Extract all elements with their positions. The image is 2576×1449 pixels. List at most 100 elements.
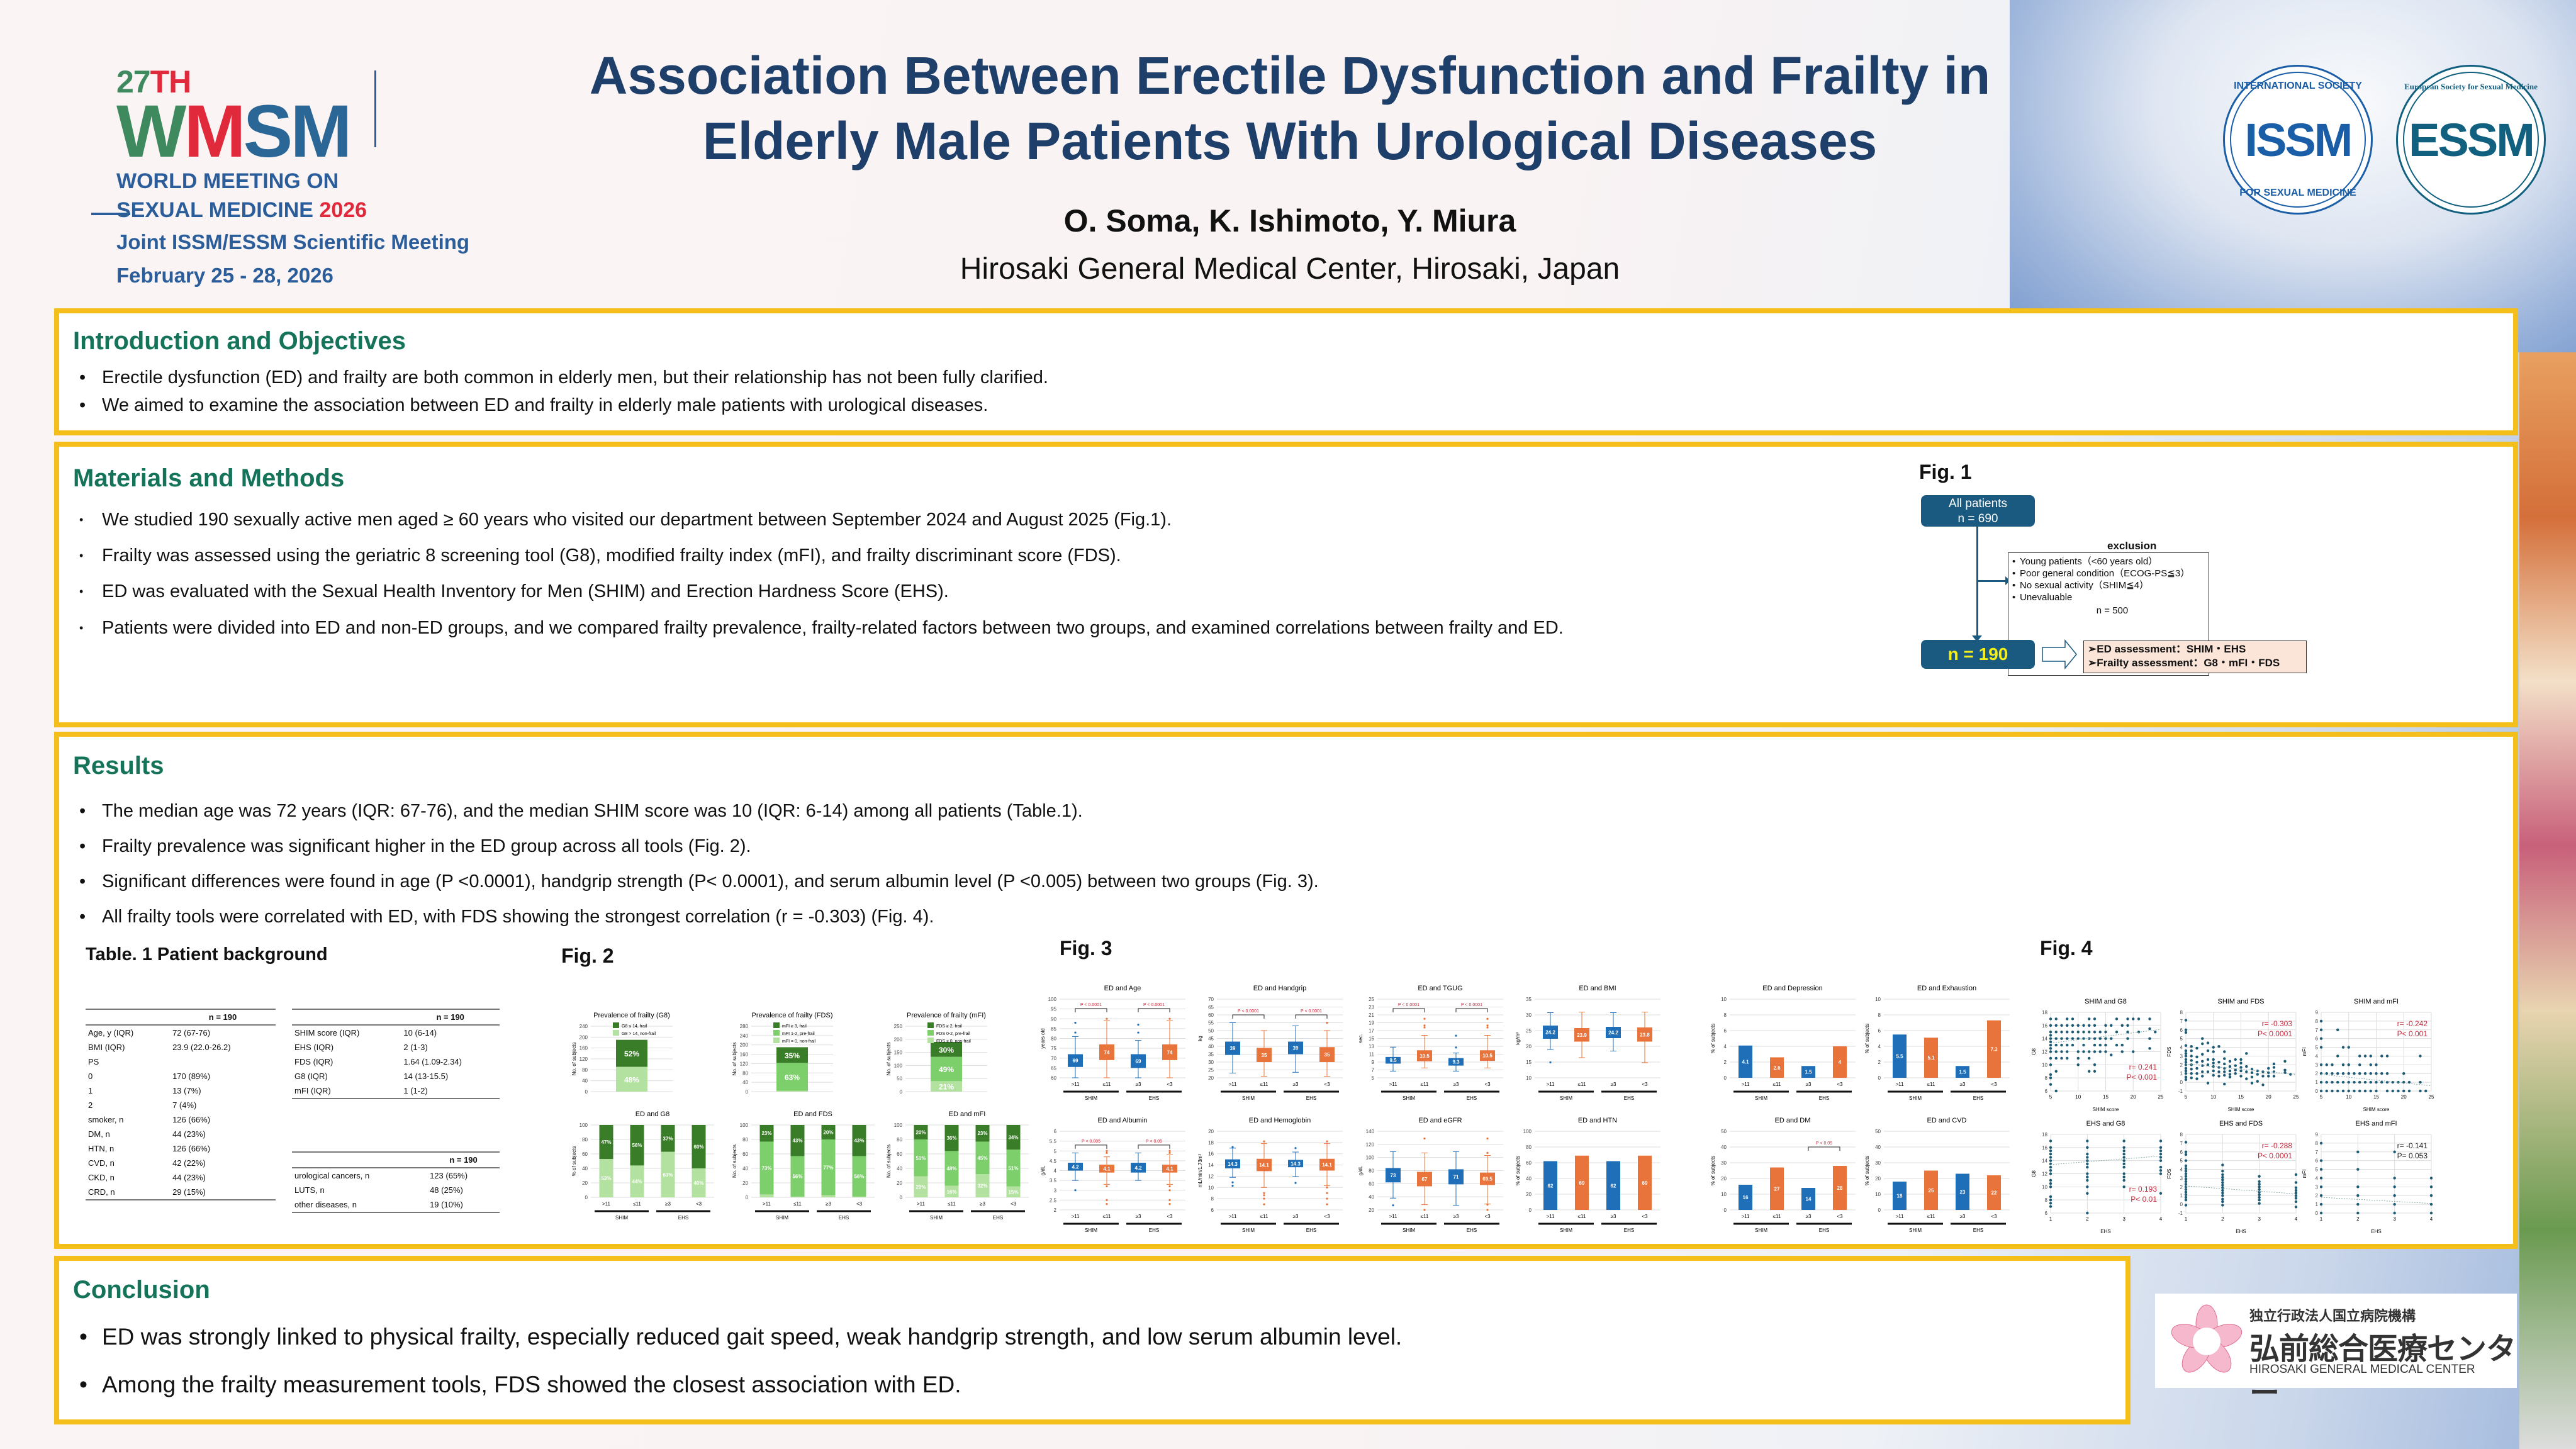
authors: O. Soma, K. Ishimoto, Y. Miura <box>1063 203 1516 238</box>
bar <box>1801 1188 1815 1210</box>
legend-label: FDS ≤ 0, non-frail <box>936 1039 971 1044</box>
y-tick-label: 0 <box>585 1089 588 1095</box>
y-axis-label: kg/m² <box>1515 1032 1521 1044</box>
scatter-point <box>2245 1052 2248 1055</box>
x-tick-label: <3 <box>1642 1214 1648 1219</box>
table-value: 170 (89%) <box>172 1071 211 1081</box>
bar <box>1987 1020 2001 1078</box>
scatter-point <box>2221 1173 2224 1177</box>
fig3-label: Fig. 3 <box>1060 937 1112 959</box>
scatter-point <box>2419 1080 2422 1084</box>
scatter-point <box>2195 1060 2198 1064</box>
outlier-point <box>1106 1185 1108 1188</box>
scatter-point <box>2104 1024 2107 1027</box>
y-tick-label: 3 <box>2316 1062 2319 1068</box>
methods-panel: Materials and Methods We studied 190 sex… <box>54 442 2518 727</box>
meeting-name: Joint ISSM/ESSM Scientific Meeting <box>116 230 470 254</box>
y-tick-label: 6 <box>2045 1211 2048 1216</box>
scatter-point <box>2076 1050 2080 1053</box>
y-tick-label: 85 <box>1051 1026 1056 1032</box>
scatter-point <box>2184 1166 2188 1170</box>
fig2-label: Fig. 2 <box>561 944 614 967</box>
p-value: P < 0.0001 <box>1238 1009 1259 1014</box>
group-label: EHS <box>1624 1228 1634 1233</box>
bar-label: 1.5 <box>1805 1070 1812 1075</box>
scatter-point <box>2258 1190 2261 1194</box>
table-value: 1 (1-2) <box>401 1083 500 1099</box>
x-tick-label: >11 <box>1742 1082 1750 1087</box>
group-label: EHS <box>1306 1095 1316 1101</box>
scatter-point <box>2066 1031 2069 1034</box>
bar-label: 30% <box>939 1046 954 1055</box>
table-value: 44 (23%) <box>172 1129 206 1139</box>
essm-seal: European Society for Sexual Medicine ESS… <box>2396 65 2546 215</box>
table-header-blank <box>86 1009 171 1026</box>
y-tick-label: 80 <box>742 1070 748 1076</box>
y-tick-label: 80 <box>1051 1036 1056 1042</box>
scatter-point <box>2049 1083 2052 1086</box>
y-axis-label: % of subjects <box>1710 1156 1716 1186</box>
legend-label: mFI 1-2, pre-frail <box>782 1032 815 1036</box>
scatter-point <box>2159 1172 2163 1175</box>
scatter-point <box>2104 1043 2107 1047</box>
table-header-n: n = 190 <box>170 1009 276 1026</box>
town-background <box>2519 352 2576 1449</box>
outlier-point <box>1263 1197 1265 1200</box>
outlier-point <box>1074 1031 1077 1034</box>
scatter-point <box>2363 1080 2367 1084</box>
scatter-point <box>2184 1044 2188 1047</box>
group-label: EHS <box>1467 1095 1477 1101</box>
scatter-point <box>2184 1066 2188 1070</box>
table-label: 0 <box>88 1071 93 1081</box>
scatter-point <box>2184 1153 2188 1156</box>
scatter-point <box>2049 1159 2052 1162</box>
bar-label: 44% <box>632 1179 642 1185</box>
scatter-point <box>2184 1172 2188 1175</box>
meeting-dates: February 25 - 28, 2026 <box>116 264 333 287</box>
scatter-point <box>2086 1165 2089 1169</box>
y-tick-label: 20 <box>1526 1192 1532 1197</box>
scatter-point <box>2049 1202 2052 1205</box>
outlier-point <box>1074 1189 1077 1192</box>
x-tick-label: 1 <box>2185 1216 2188 1222</box>
x-tick-label: ≥3 <box>1960 1082 1966 1087</box>
scatter-point <box>2391 1080 2394 1084</box>
scatter-point <box>2082 1050 2085 1053</box>
y-tick-label: 0 <box>2180 1202 2183 1207</box>
chart-title: ED and BMI <box>1579 985 1616 992</box>
x-tick-label: ≥3 <box>1136 1082 1141 1087</box>
scatter-point <box>2115 1017 2119 1021</box>
scatter-point <box>2148 1037 2151 1040</box>
correlation-p: P< 0.0001 <box>2258 1029 2292 1038</box>
scatter-point <box>2054 1089 2058 1093</box>
table-label: G8 (IQR) <box>294 1071 328 1081</box>
y-tick-label: 40 <box>1369 1194 1374 1200</box>
scatter-point <box>2294 1206 2298 1209</box>
scatter-point <box>2086 1156 2089 1159</box>
y-axis-label: sec. <box>1358 1034 1364 1043</box>
x-tick-label: 3 <box>2258 1216 2261 1222</box>
scatter-point <box>2407 1089 2411 1093</box>
scatter-point <box>2325 1063 2328 1066</box>
table-label: Age, y (IQR) <box>88 1028 134 1038</box>
bar-label: 32% <box>977 1183 987 1189</box>
x-tick-label: ≤11 <box>1260 1214 1268 1219</box>
group-label: SHIM <box>1560 1095 1572 1101</box>
scatter-point <box>2250 1075 2254 1078</box>
scatter-point <box>2336 1055 2339 1058</box>
scatter-point <box>2353 1089 2356 1093</box>
scatter-point <box>2239 1061 2243 1065</box>
scatter-point <box>2066 1050 2069 1053</box>
results-panel: Results The median age was 72 years (IQR… <box>54 732 2518 1249</box>
x-tick-label: >11 <box>1072 1214 1080 1219</box>
scatter-point <box>2261 1070 2265 1073</box>
scatter-point <box>2049 1076 2052 1080</box>
scatter-point <box>2353 1080 2356 1084</box>
correlation-r: r= -0.141 <box>2397 1141 2428 1150</box>
scatter-point <box>2294 1173 2298 1177</box>
scatter-point <box>2336 1089 2339 1093</box>
table-row: urological cancers, n 123 (65%) <box>292 1168 500 1183</box>
y-tick-label: 16 <box>2042 1145 2047 1151</box>
y-tick-label: 8 <box>2045 1197 2048 1203</box>
group-label: SHIM <box>776 1215 788 1221</box>
